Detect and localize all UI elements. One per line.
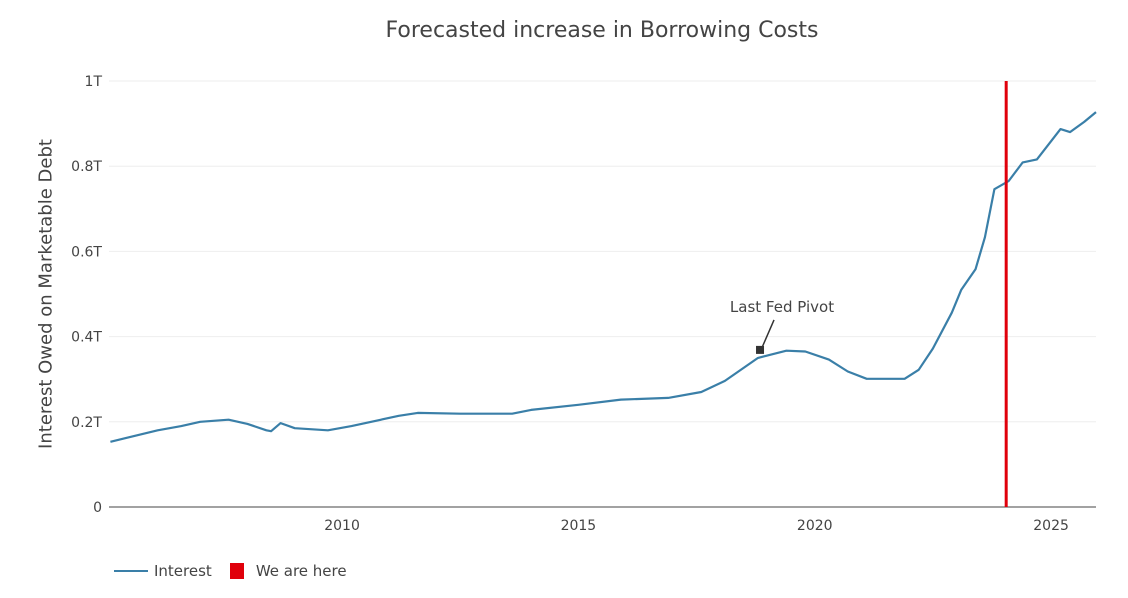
legend-item-we-are-here[interactable]: We are here [229,562,347,580]
arrowhead-icon [756,345,765,354]
legend-label-interest: Interest [154,562,212,580]
x-tick-label: 2010 [324,518,360,534]
chart-title: Forecasted increase in Borrowing Costs [385,18,819,43]
interest-line [110,111,1097,443]
gridlines [109,80,1096,423]
x-tick-label: 2025 [1033,518,1069,534]
red-square-icon [229,563,244,579]
x-axis-ticks: 2010 2015 2020 2025 [324,518,1069,534]
annotation-arrow [760,319,775,351]
y-tick-label: 1T [85,74,103,90]
x-tick-label: 2015 [561,518,597,534]
annotation-text: Last Fed Pivot [730,298,834,316]
last-fed-pivot-annotation: Last Fed Pivot [730,298,834,354]
y-tick-label: 0.2T [71,415,102,431]
line-swatch-icon [114,570,148,572]
y-tick-label: 0.6T [71,244,102,260]
y-tick-label: 0 [93,500,102,516]
y-axis-ticks: 0 0.2T 0.4T 0.6T 0.8T 1T [71,74,102,516]
x-tick-label: 2020 [797,518,833,534]
y-tick-label: 0.8T [71,159,102,175]
legend-item-interest[interactable]: Interest [114,562,212,580]
y-tick-label: 0.4T [71,330,102,346]
legend: Interest We are here [114,562,365,580]
legend-label-we-are-here: We are here [255,562,347,580]
